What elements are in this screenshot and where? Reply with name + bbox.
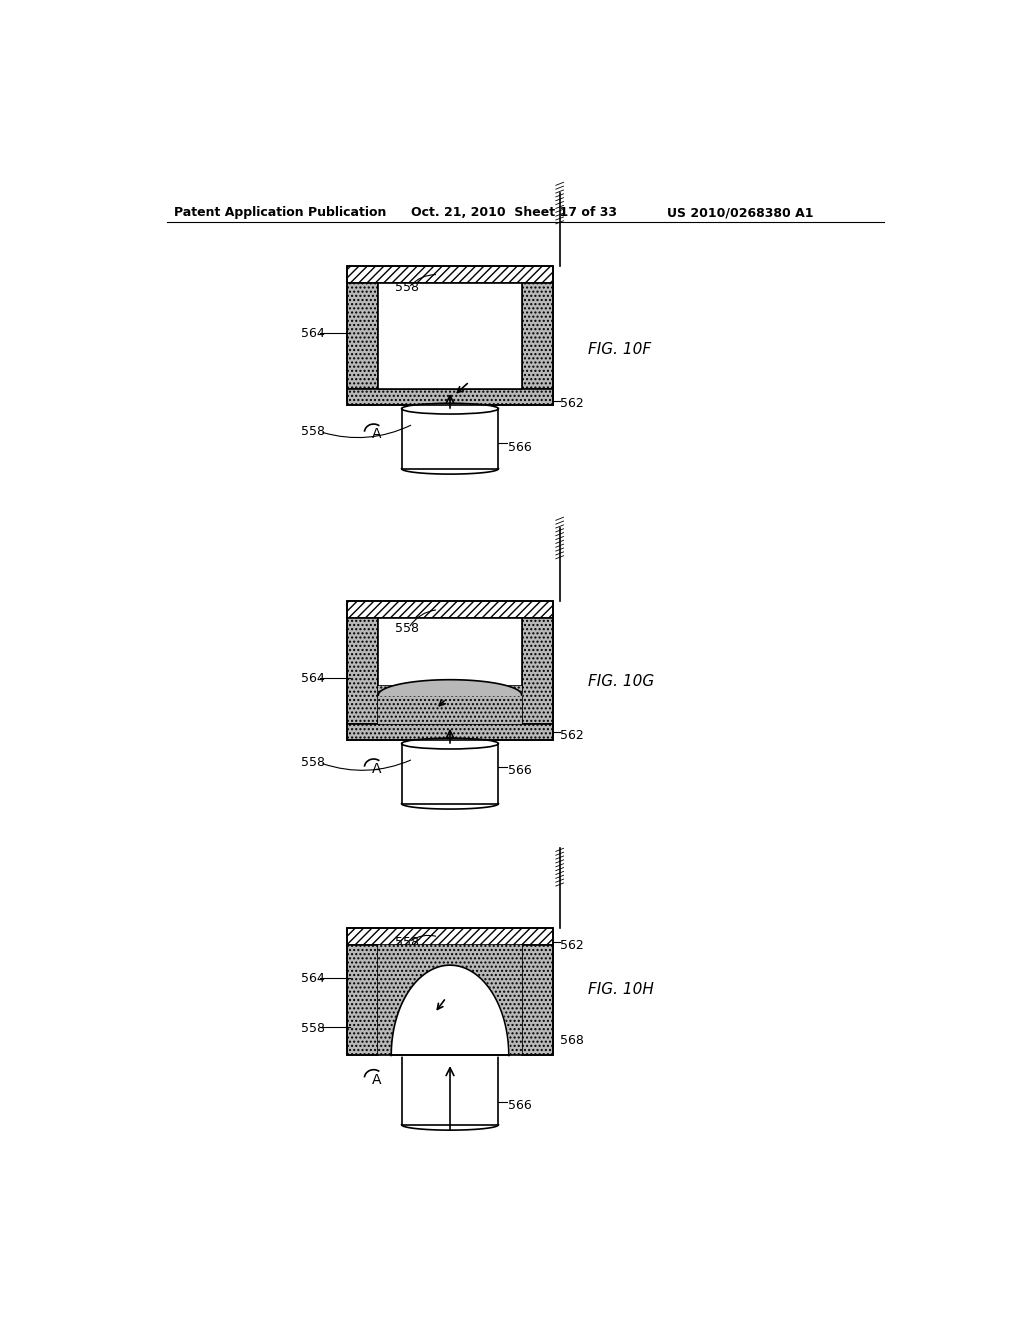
Text: 562: 562 xyxy=(560,939,585,952)
Bar xyxy=(347,284,378,389)
Text: Oct. 21, 2010  Sheet 17 of 33: Oct. 21, 2010 Sheet 17 of 33 xyxy=(411,206,616,219)
Text: A: A xyxy=(372,428,382,441)
Ellipse shape xyxy=(401,404,499,414)
Text: FIG. 10H: FIG. 10H xyxy=(588,982,653,998)
Ellipse shape xyxy=(401,1039,499,1049)
Text: 558: 558 xyxy=(395,281,420,294)
Text: FIG. 10G: FIG. 10G xyxy=(588,675,654,689)
Text: 558: 558 xyxy=(301,425,325,438)
Bar xyxy=(347,928,553,945)
Text: Patent Application Publication: Patent Application Publication xyxy=(174,206,387,219)
Text: 564: 564 xyxy=(301,326,325,339)
Bar xyxy=(347,601,553,739)
Bar xyxy=(521,945,553,1056)
Bar xyxy=(347,267,553,284)
Text: 558: 558 xyxy=(395,936,420,949)
Bar xyxy=(347,945,378,1056)
Text: 562: 562 xyxy=(560,397,585,409)
Text: 564: 564 xyxy=(301,972,325,985)
Text: 562: 562 xyxy=(560,730,585,742)
Ellipse shape xyxy=(401,738,499,748)
Bar xyxy=(378,284,521,389)
Bar xyxy=(347,618,378,725)
Bar xyxy=(401,409,499,469)
Bar xyxy=(347,267,553,405)
Text: A: A xyxy=(372,762,382,776)
Text: 568: 568 xyxy=(560,1034,585,1047)
Bar xyxy=(347,389,553,405)
Text: 566: 566 xyxy=(508,1100,531,1111)
Bar xyxy=(378,686,521,725)
Bar xyxy=(521,618,553,725)
Text: A: A xyxy=(372,1073,382,1086)
Bar xyxy=(401,1044,499,1125)
Text: 558: 558 xyxy=(301,1022,325,1035)
Bar xyxy=(378,618,521,686)
Bar xyxy=(347,725,553,739)
Text: 566: 566 xyxy=(508,441,531,454)
Bar xyxy=(347,601,553,618)
Text: 558: 558 xyxy=(395,622,420,635)
Text: 566: 566 xyxy=(508,764,531,777)
Text: FIG. 10F: FIG. 10F xyxy=(588,342,650,356)
Text: 564: 564 xyxy=(301,672,325,685)
Bar xyxy=(521,284,553,389)
Bar xyxy=(347,928,553,1056)
Bar xyxy=(401,743,499,804)
Text: US 2010/0268380 A1: US 2010/0268380 A1 xyxy=(667,206,813,219)
Text: 558: 558 xyxy=(301,756,325,770)
Bar xyxy=(378,945,521,1056)
